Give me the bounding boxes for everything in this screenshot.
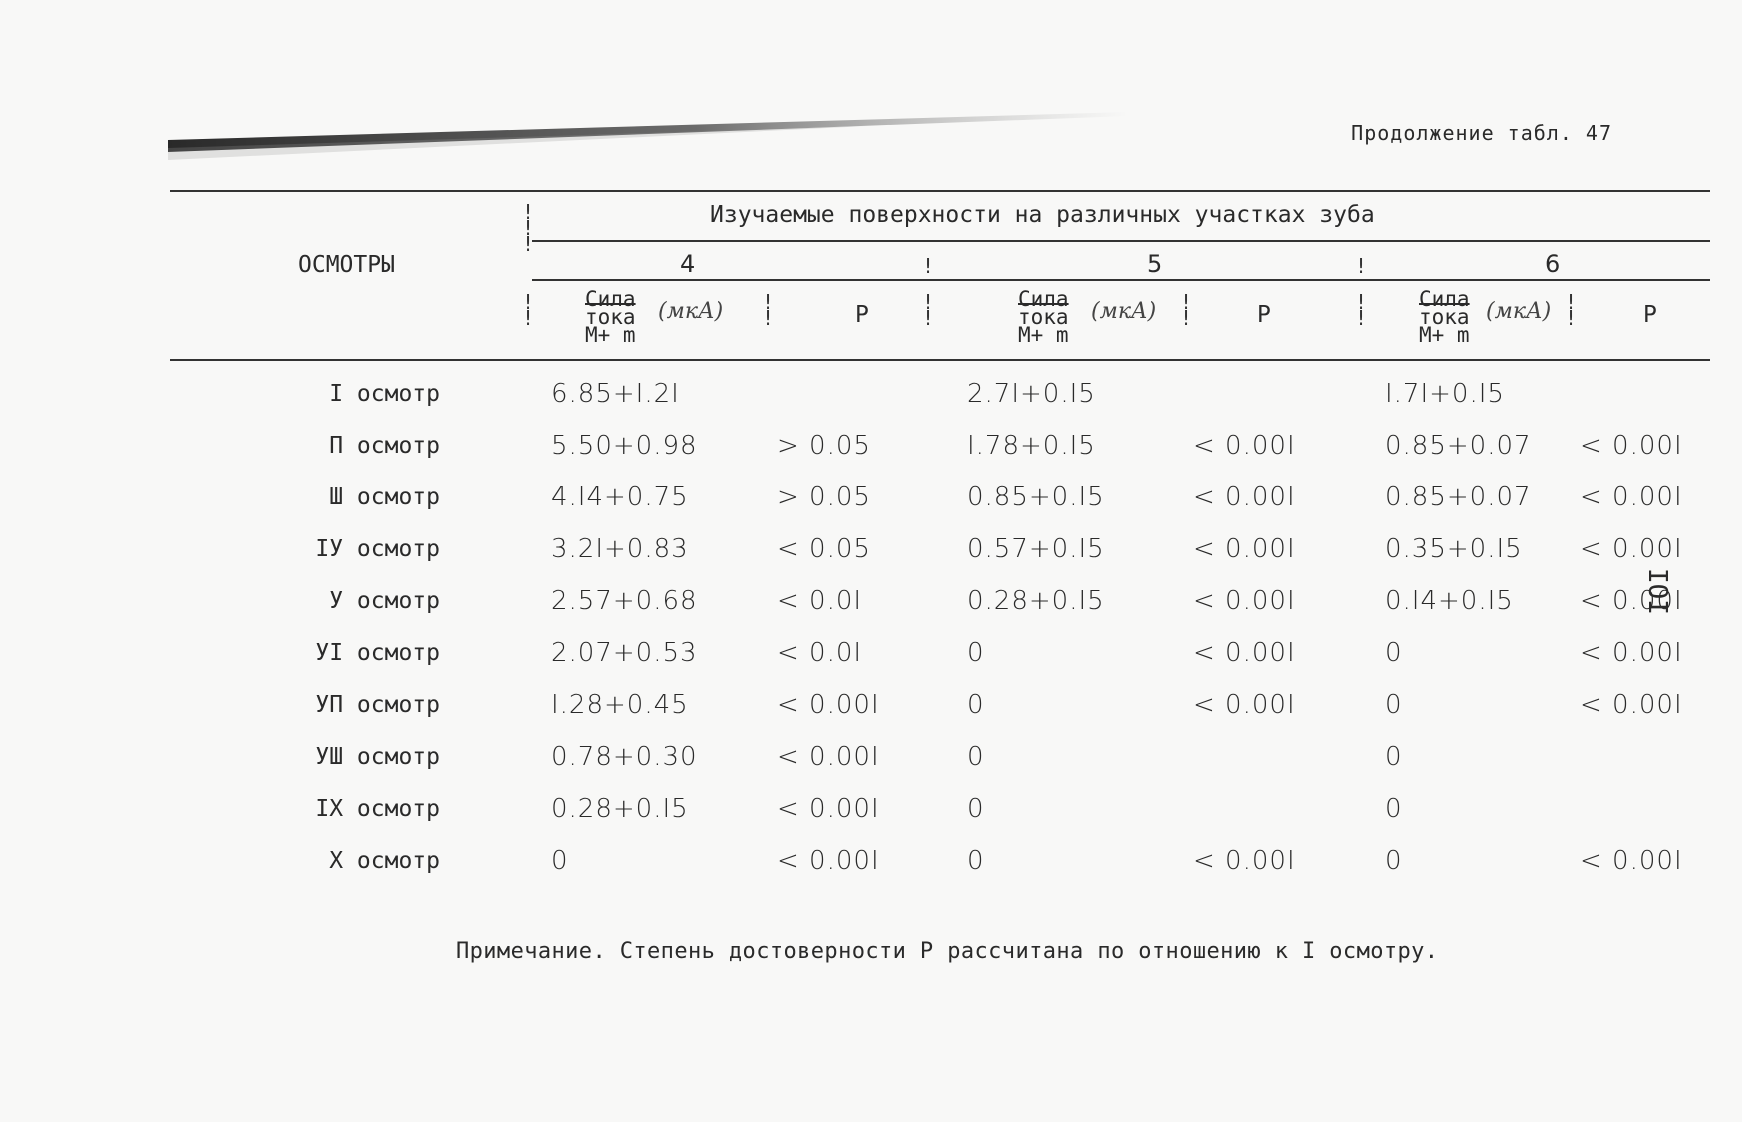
row-label: IХ осмотр [315, 796, 440, 822]
scan-streak [168, 112, 1128, 160]
p-value-5: < 0.00I [1193, 846, 1296, 876]
current-5: 2.7I+0.I5 [967, 379, 1096, 409]
row-label: I осмотр [329, 381, 440, 407]
p-value-6: < 0.00I [1580, 586, 1683, 616]
p-label-5: Р [1257, 302, 1271, 328]
column-separator: ! ! [762, 290, 775, 330]
table-note: Примечание. Степень достоверности Р расс… [456, 939, 1439, 964]
p-value-4: < 0.00I [777, 846, 880, 876]
p-value-5: < 0.00I [1193, 638, 1296, 668]
current-4: 0.78+0.30 [551, 742, 698, 772]
p-value-6: < 0.00I [1580, 638, 1683, 668]
p-value-5: < 0.00I [1193, 482, 1296, 512]
current-5: 0 [967, 846, 985, 876]
current-5: 0 [967, 638, 985, 668]
current-5: 0 [967, 690, 985, 720]
current-5: 0.28+0.I5 [967, 586, 1105, 616]
row-label: УI осмотр [315, 640, 440, 666]
continuation-label: Продолжение табл. 47 [1351, 121, 1612, 145]
group-number-4: 4 [680, 250, 696, 278]
current-4: 0 [551, 846, 569, 876]
p-value-6: < 0.00I [1580, 690, 1683, 720]
current-4: 0.28+0.I5 [551, 794, 689, 824]
p-value-6: < 0.00I [1580, 431, 1683, 461]
current-4: 5.50+0.98 [551, 431, 698, 461]
current-4: 3.2I+0.83 [551, 534, 689, 564]
group-number-5: 5 [1147, 250, 1163, 278]
column-separator: ! ! [1565, 290, 1578, 330]
p-value-4: < 0.00I [777, 690, 880, 720]
row-header: ОСМОТРЫ [298, 252, 395, 278]
row-label: УП осмотр [315, 692, 440, 718]
current-4: I.28+0.45 [551, 690, 689, 720]
current-5: 0.57+0.I5 [967, 534, 1105, 564]
current-6: 0 [1385, 638, 1403, 668]
p-value-4: < 0.0I [777, 638, 863, 668]
span-header-rule [532, 240, 1710, 242]
current-6: 0.35+0.I5 [1385, 534, 1523, 564]
current-4: 4.I4+0.75 [551, 482, 689, 512]
current-6: 0 [1385, 690, 1403, 720]
p-value-6: < 0.00I [1580, 482, 1683, 512]
current-6: 0.I4+0.I5 [1385, 586, 1514, 616]
current-4: 6.85+I.2I [551, 379, 680, 409]
current-5: 0 [967, 742, 985, 772]
current-5: 0 [967, 794, 985, 824]
current-6: 0 [1385, 742, 1403, 772]
unit-label-6: (мкА) [1486, 299, 1552, 324]
p-value-5: < 0.00I [1193, 431, 1296, 461]
row-label: У осмотр [329, 588, 440, 614]
p-value-6: < 0.00I [1580, 534, 1683, 564]
row-label: IУ осмотр [315, 536, 440, 562]
column-separator: ! ! [522, 290, 535, 330]
p-value-4: < 0.0I [777, 586, 863, 616]
p-value-5: < 0.00I [1193, 690, 1296, 720]
row-label: УШ осмотр [315, 744, 440, 770]
unit-label-5: (мкА) [1091, 299, 1157, 324]
current-6: 0 [1385, 846, 1403, 876]
current-6: 0.85+0.07 [1385, 431, 1532, 461]
row-label: Ш осмотр [329, 484, 440, 510]
group-number-6: 6 [1545, 250, 1561, 278]
current-6: 0.85+0.07 [1385, 482, 1532, 512]
current-6: I.7I+0.I5 [1385, 379, 1505, 409]
column-separator: ! ! [922, 290, 935, 330]
column-separator: ! ! [1180, 290, 1193, 330]
p-value-5: < 0.00I [1193, 534, 1296, 564]
page-number: IOI [1642, 568, 1672, 615]
column-separator: ! [922, 254, 935, 278]
p-value-4: > 0.05 [777, 482, 871, 512]
measure-label-6: Сила тока M+ m [1419, 287, 1470, 347]
p-value-4: < 0.00I [777, 794, 880, 824]
current-4: 2.57+0.68 [551, 586, 698, 616]
table-top-rule [170, 190, 1710, 192]
p-value-4: < 0.05 [777, 534, 871, 564]
column-separator: ! [1355, 254, 1368, 278]
current-5: 0.85+0.I5 [967, 482, 1105, 512]
span-header: Изучаемые поверхности на различных участ… [710, 202, 1375, 228]
measure-label-5: Сила тока M+ m [1018, 287, 1069, 347]
current-5: I.78+0.I5 [967, 431, 1096, 461]
current-6: 0 [1385, 794, 1403, 824]
p-label-4: Р [855, 302, 869, 328]
p-label-6: Р [1643, 302, 1657, 328]
column-separator: ! ! ! [522, 200, 535, 256]
current-4: 2.07+0.53 [551, 638, 698, 668]
measure-label-4: Сила тока M+ m [585, 287, 636, 347]
p-value-4: < 0.00I [777, 742, 880, 772]
header-bottom-rule [170, 359, 1710, 361]
unit-label-4: (мкА) [658, 299, 724, 324]
column-separator: ! ! [1355, 290, 1368, 330]
row-label: П осмотр [329, 433, 440, 459]
p-value-6: < 0.00I [1580, 846, 1683, 876]
p-value-5: < 0.00I [1193, 586, 1296, 616]
p-value-4: > 0.05 [777, 431, 871, 461]
group-number-rule [532, 279, 1710, 281]
row-label: Х осмотр [329, 848, 440, 874]
